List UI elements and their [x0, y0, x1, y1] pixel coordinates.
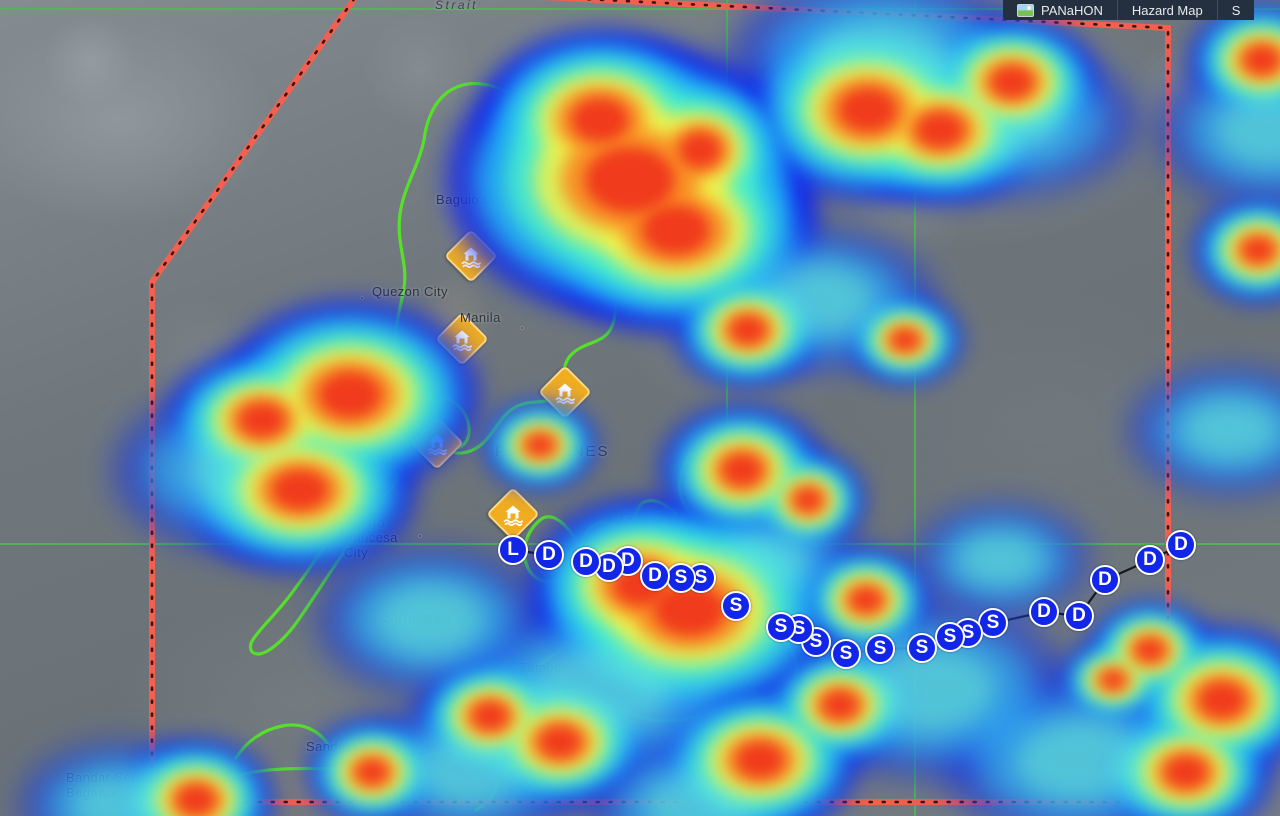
flood-warning-marker-4[interactable]	[486, 487, 540, 541]
menu-item-hazard-map-label: Hazard Map	[1131, 2, 1203, 18]
storm-track-node-d-2[interactable]: D	[571, 547, 601, 577]
storm-track-node-s-17[interactable]: S	[978, 608, 1008, 638]
flooded-house-icon	[503, 505, 523, 527]
storm-track-node-s-14[interactable]: S	[907, 633, 937, 663]
storm-track-node-d-19[interactable]: D	[1064, 601, 1094, 631]
flooded-house-icon	[555, 383, 575, 405]
image-icon	[1017, 3, 1034, 17]
storm-track-node-d-1[interactable]: D	[534, 540, 564, 570]
menu-item-truncated[interactable]: S	[1218, 0, 1255, 20]
storm-track-node-s-13[interactable]: S	[865, 634, 895, 664]
menu-item-panahon-label: PANaHON	[1041, 2, 1103, 18]
city-marker-dot	[418, 534, 422, 538]
flood-warning-marker-2[interactable]	[538, 365, 592, 419]
storm-track-node-s-15[interactable]: S	[935, 622, 965, 652]
storm-track-node-s-12[interactable]: S	[831, 639, 861, 669]
city-marker-dot	[520, 326, 524, 330]
storm-track-node-d-22[interactable]: D	[1166, 530, 1196, 560]
menu-item-hazard-map[interactable]: Hazard Map	[1118, 0, 1218, 20]
storm-track-node-s-9[interactable]: S	[766, 612, 796, 642]
storm-track-node-d-20[interactable]: D	[1090, 565, 1120, 595]
city-marker-dot	[360, 296, 364, 300]
storm-track-node-d-5[interactable]: D	[640, 561, 670, 591]
storm-track-node-d-21[interactable]: D	[1135, 545, 1165, 575]
top-menu-bar[interactable]: PANaHON Hazard Map S	[1003, 0, 1255, 20]
menu-item-truncated-label: S	[1231, 2, 1241, 18]
storm-track-node-l-0[interactable]: L	[498, 535, 528, 565]
menu-item-panahon[interactable]: PANaHON	[1003, 0, 1118, 20]
storm-track-node-s-6[interactable]: S	[666, 563, 696, 593]
storm-track-node-d-18[interactable]: D	[1029, 597, 1059, 627]
storm-track-node-s-8[interactable]: S	[721, 591, 751, 621]
